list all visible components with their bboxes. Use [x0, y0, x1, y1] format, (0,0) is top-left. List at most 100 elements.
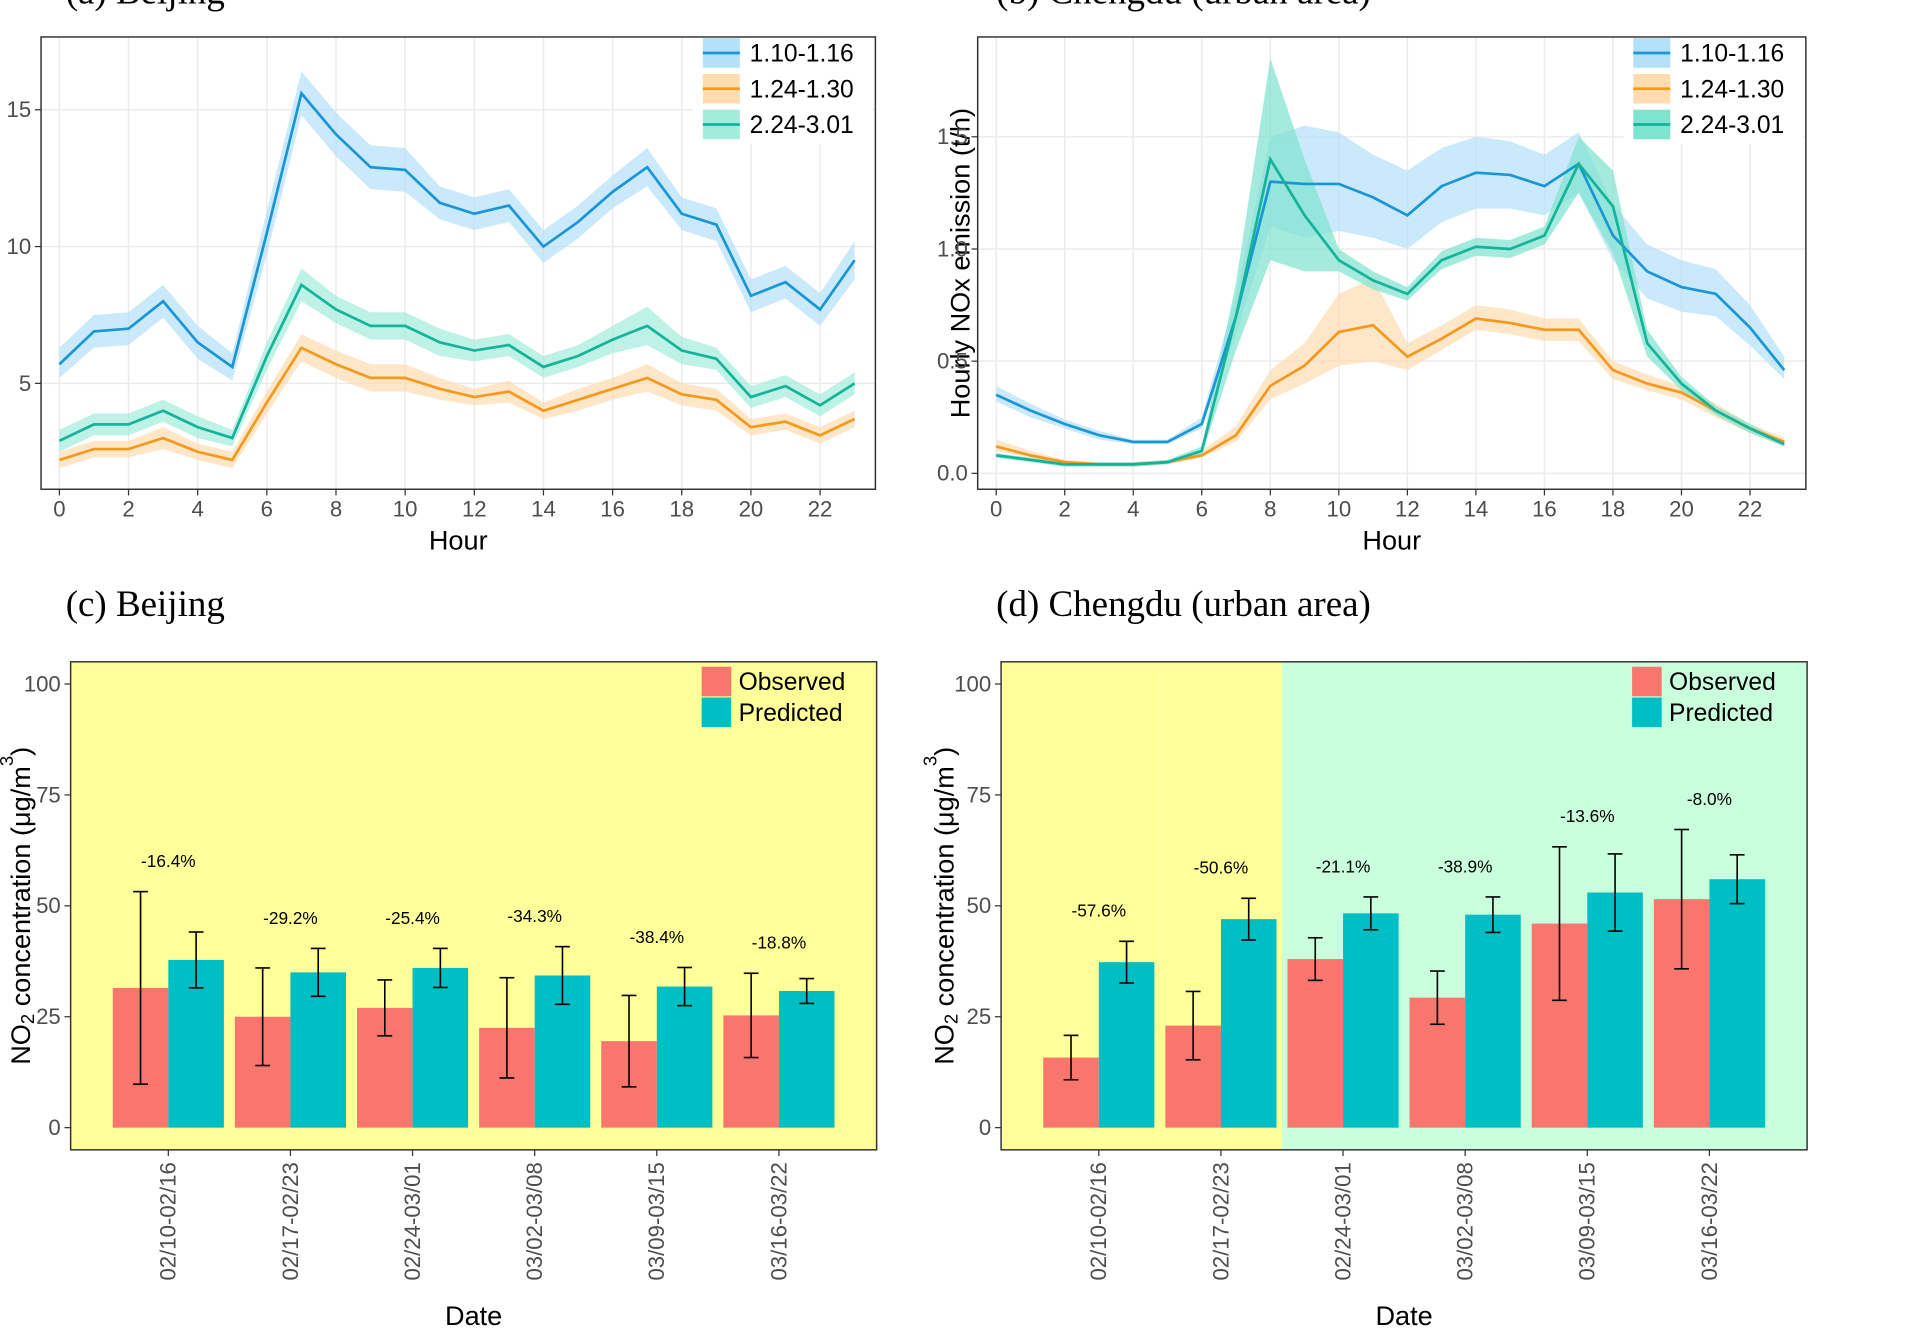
y-tick-label: 10 [7, 234, 32, 259]
line [996, 155, 1785, 466]
x-tick-label: 22 [1738, 496, 1763, 521]
x-tick-label: 03/16-03/22 [766, 1162, 791, 1280]
x-tick-label: 02/10-02/16 [156, 1162, 181, 1280]
legend-label: 1.10-1.16 [750, 41, 854, 68]
x-tick-label: 0 [990, 496, 1002, 521]
y-tick-label: 100 [24, 671, 61, 696]
legend-label: Predicted [1669, 700, 1773, 727]
bar [290, 972, 347, 1128]
change-label: -21.1% [1316, 856, 1371, 876]
y-tick-label: 50 [967, 893, 992, 918]
y-tick-label: 1.0 [937, 236, 968, 261]
x-tick-label: 18 [1601, 496, 1626, 521]
legend-label: 2.24-3.01 [1680, 112, 1784, 139]
x-tick-label: 6 [1196, 496, 1208, 521]
bar [1465, 914, 1521, 1128]
y-tick-label: 25 [36, 1004, 61, 1029]
plot-border [1000, 661, 1808, 1151]
y-tick-label: 5 [19, 371, 31, 396]
panel-title: (b) Chengdu (urban area) [996, 0, 1371, 13]
legend-swatch [701, 666, 732, 697]
x-tick-label: 12 [462, 496, 487, 521]
panel-title: (a) Beijing [66, 0, 225, 13]
y-axis-title-part: concentration (μg/m [928, 766, 959, 1014]
x-tick-label: 02/24-03/01 [1330, 1162, 1355, 1280]
x-tick-label: 03/16-03/22 [1697, 1162, 1722, 1280]
legend-label: 1.24-1.30 [1680, 76, 1784, 103]
x-tick-label: 20 [1669, 496, 1694, 521]
x-tick-label: 0 [53, 496, 65, 521]
y-tick-label: 50 [36, 893, 61, 918]
legend-label: 2.24-3.01 [750, 112, 854, 139]
x-tick-label: 10 [1326, 496, 1351, 521]
x-axis-title: Date [445, 1300, 502, 1331]
bar [656, 986, 713, 1128]
y-axis-title-part: concentration (μg/m [5, 766, 36, 1014]
change-label: -38.4% [629, 927, 684, 947]
y-tick-label: 0 [48, 1115, 60, 1140]
x-tick-label: 6 [261, 496, 273, 521]
y-axis-title: NO2 concentration (μg/m3) [919, 747, 961, 1065]
bar [1220, 919, 1277, 1128]
x-tick-label: 03/09-03/15 [644, 1162, 669, 1280]
confidence-band [996, 278, 1785, 467]
x-tick-label: 16 [1532, 496, 1557, 521]
x-tick-label: 16 [600, 496, 625, 521]
bar [1098, 962, 1155, 1128]
confidence-band [996, 58, 1785, 467]
x-tick-label: 8 [1264, 496, 1276, 521]
y-axis-title: NO2 concentration (μg/m3) [0, 747, 38, 1065]
x-axis-title: Hour [429, 525, 488, 556]
y-axis-title-part: NO [5, 1024, 36, 1065]
y-tick-label: 75 [967, 782, 992, 807]
panel-title: (d) Chengdu (urban area) [996, 583, 1371, 625]
x-tick-label: 02/10-02/16 [1086, 1162, 1111, 1280]
y-axis-title: Hourly NOx emission (t/h) [944, 108, 975, 418]
bar [412, 967, 469, 1128]
x-tick-label: 03/02-03/08 [1453, 1162, 1478, 1280]
change-label: -25.4% [385, 908, 440, 928]
confidence-band [59, 334, 855, 469]
plot-border [69, 661, 878, 1151]
y-tick-label: 1.5 [937, 124, 968, 149]
x-tick-label: 03/09-03/15 [1575, 1162, 1600, 1280]
legend-swatch [1632, 666, 1662, 697]
panel: (b) Chengdu (urban area) Hourly NOx emiss… [937, 0, 1807, 556]
change-label: -50.6% [1194, 858, 1249, 878]
change-label: -16.4% [141, 851, 196, 871]
y-tick-label: 75 [36, 782, 61, 807]
x-axis-title: Hour [1362, 525, 1421, 556]
x-tick-label: 2 [122, 496, 134, 521]
x-tick-label: 4 [1127, 496, 1139, 521]
change-label: -8.0% [1687, 789, 1732, 809]
change-label: -18.8% [752, 933, 807, 953]
change-label: -38.9% [1438, 856, 1493, 876]
y-tick-label: 0.0 [937, 461, 968, 486]
plot-border [976, 36, 1807, 491]
y-tick-label: 0 [979, 1115, 991, 1140]
line [58, 90, 856, 370]
change-label: -57.6% [1071, 901, 1126, 921]
y-axis-title-part: 3 [0, 756, 17, 766]
y-axis-title-part: ) [5, 747, 36, 756]
legend-swatch [701, 697, 732, 728]
change-label: -13.6% [1560, 806, 1615, 826]
panel-title: (c) Beijing [66, 583, 225, 625]
panel: (a) Beijing 5 10 15 0 2 4 6 8 10 12 14 16 18 20 22 Hour 1… [7, 0, 877, 556]
legend-label: Observed [739, 669, 846, 696]
confidence-band [59, 71, 855, 381]
x-tick-label: 20 [739, 496, 764, 521]
y-tick-label: 0.5 [937, 349, 968, 374]
x-tick-label: 02/17-02/23 [278, 1162, 303, 1280]
line [58, 282, 856, 443]
x-tick-label: 2 [1059, 496, 1071, 521]
bar [1287, 959, 1344, 1128]
panel: (c) Beijing NO2 concentration (μg/m3) 0 25 5… [0, 583, 878, 1331]
x-tick-label: 10 [393, 496, 418, 521]
y-axis-title-part: 2 [940, 1014, 961, 1024]
x-tick-label: 4 [192, 496, 204, 521]
legend-label: 1.24-1.30 [750, 76, 854, 103]
legend-label: Observed [1669, 669, 1776, 696]
y-tick-label: 25 [967, 1004, 992, 1029]
